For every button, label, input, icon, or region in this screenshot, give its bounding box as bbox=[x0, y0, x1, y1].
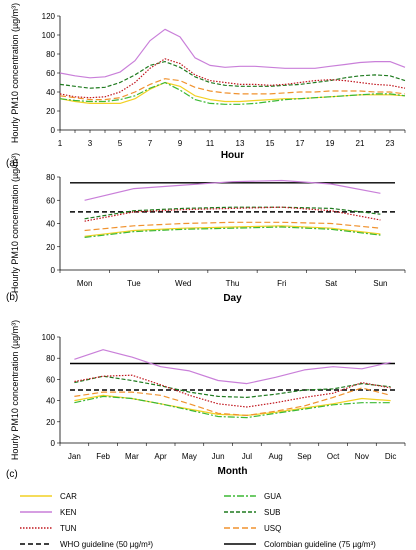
y-tick-label: 40 bbox=[46, 397, 55, 406]
x-tick-label: Oct bbox=[327, 452, 340, 461]
chart-panel-3: 0 20 40 60 80 100 Jan Feb Mar Apr May Jun Jul Aug Sep O… bbox=[6, 320, 406, 480]
x-tick-label: Sat bbox=[325, 279, 338, 288]
panel-label: (b) bbox=[6, 292, 18, 303]
legend: CAR GUA KEN SUB TUN USQ WHO guideline (50 µg/m… bbox=[20, 492, 376, 549]
y-tick-label: 80 bbox=[46, 173, 55, 182]
y-tick-label: 40 bbox=[46, 88, 55, 97]
y-tick-label: 120 bbox=[42, 12, 56, 21]
y-tick-label: 60 bbox=[46, 375, 55, 384]
x-tick-label: 1 bbox=[58, 139, 63, 148]
panel-label: (c) bbox=[6, 469, 18, 480]
legend-entry: Colombian guideline (75 µg/m³) bbox=[224, 540, 376, 549]
y-tick-label: 0 bbox=[51, 126, 56, 135]
legend-label: KEN bbox=[60, 508, 77, 517]
x-tick-label: Jan bbox=[68, 452, 81, 461]
y-tick-label: 0 bbox=[51, 439, 56, 448]
x-tick-label: 15 bbox=[266, 139, 275, 148]
legend-label: Colombian guideline (75 µg/m³) bbox=[264, 540, 376, 549]
legend-label: CAR bbox=[60, 492, 77, 501]
panel-label: (a) bbox=[6, 158, 18, 169]
legend-entry: CAR bbox=[20, 492, 77, 501]
legend-label: USQ bbox=[264, 524, 281, 533]
y-tick-label: 60 bbox=[46, 69, 55, 78]
y-tick-label: 100 bbox=[42, 31, 56, 40]
legend-entry: KEN bbox=[20, 508, 77, 517]
x-tick-label: Tue bbox=[127, 279, 141, 288]
x-tick-label: Sun bbox=[373, 279, 387, 288]
x-tick-label: Jun bbox=[212, 452, 225, 461]
legend-entry: GUA bbox=[224, 492, 282, 501]
x-tick-label: 13 bbox=[236, 139, 245, 148]
x-axis-title: Day bbox=[223, 293, 242, 304]
legend-entry: TUN bbox=[20, 524, 77, 533]
series-line-gua bbox=[84, 226, 381, 238]
x-tick-label: Mon bbox=[77, 279, 93, 288]
legend-label: SUB bbox=[264, 508, 280, 517]
x-tick-label: Nov bbox=[355, 452, 369, 461]
x-tick-label: Dic bbox=[385, 452, 397, 461]
series-line-ken bbox=[74, 349, 391, 385]
y-tick-label: 80 bbox=[46, 50, 55, 59]
x-tick-label: Feb bbox=[96, 452, 110, 461]
y-axis-title: Hourly PM10 concentration (µg/m³) bbox=[10, 320, 20, 460]
x-tick-label: Apr bbox=[154, 452, 167, 461]
legend-label: GUA bbox=[264, 492, 282, 501]
x-tick-label: May bbox=[182, 452, 197, 461]
y-tick-label: 80 bbox=[46, 354, 55, 363]
x-tick-label: Sep bbox=[297, 452, 312, 461]
legend-label: WHO guideline (50 µg/m³) bbox=[60, 540, 153, 549]
series-line-sub bbox=[59, 60, 406, 89]
x-tick-label: Aug bbox=[269, 452, 283, 461]
x-tick-label: 23 bbox=[386, 139, 395, 148]
y-tick-label: 100 bbox=[42, 333, 56, 342]
x-tick-label: Mar bbox=[125, 452, 139, 461]
x-tick-label: 7 bbox=[148, 139, 153, 148]
x-axis-title: Hour bbox=[221, 150, 244, 161]
legend-entry: USQ bbox=[224, 524, 281, 533]
x-tick-label: 21 bbox=[356, 139, 365, 148]
series-line-ken bbox=[84, 179, 381, 201]
x-tick-label: Jul bbox=[242, 452, 252, 461]
y-tick-label: 20 bbox=[46, 243, 55, 252]
series-line-sub bbox=[84, 206, 381, 220]
y-axis-title: Hourly PM10 concentration (µg/m³) bbox=[10, 3, 20, 143]
x-tick-label: 19 bbox=[326, 139, 335, 148]
x-tick-label: 9 bbox=[178, 139, 183, 148]
y-tick-label: 20 bbox=[46, 418, 55, 427]
x-tick-label: Fri bbox=[277, 279, 287, 288]
y-tick-label: 60 bbox=[46, 196, 55, 205]
chart-panel-2: 0 20 40 60 80 Mon Tue Wed Thu Fri Sat Sun Day Hourly … bbox=[6, 153, 406, 304]
x-tick-label: Thu bbox=[226, 279, 240, 288]
series-line-tun bbox=[74, 374, 391, 408]
x-tick-label: 17 bbox=[296, 139, 305, 148]
y-axis-title: Hourly PM10 concentration (µg/m³) bbox=[10, 153, 20, 293]
series-line-usq bbox=[59, 78, 406, 101]
x-tick-label: 11 bbox=[206, 139, 215, 148]
y-tick-label: 40 bbox=[46, 220, 55, 229]
series-line-tun bbox=[59, 58, 406, 99]
x-tick-label: 3 bbox=[88, 139, 93, 148]
series-line-usq bbox=[84, 221, 381, 232]
x-tick-label: 5 bbox=[118, 139, 123, 148]
series-line-ken bbox=[59, 28, 406, 79]
legend-label: TUN bbox=[60, 524, 77, 533]
x-axis-title: Month bbox=[218, 466, 248, 477]
legend-entry: WHO guideline (50 µg/m³) bbox=[20, 540, 153, 549]
legend-entry: SUB bbox=[224, 508, 280, 517]
y-tick-label: 20 bbox=[46, 107, 55, 116]
series-line-gua bbox=[74, 395, 391, 419]
series-line-sub bbox=[74, 375, 391, 398]
y-tick-label: 0 bbox=[51, 266, 56, 275]
series-line-car bbox=[84, 225, 381, 237]
x-tick-label: Wed bbox=[175, 279, 191, 288]
series-line-gua bbox=[59, 81, 406, 105]
